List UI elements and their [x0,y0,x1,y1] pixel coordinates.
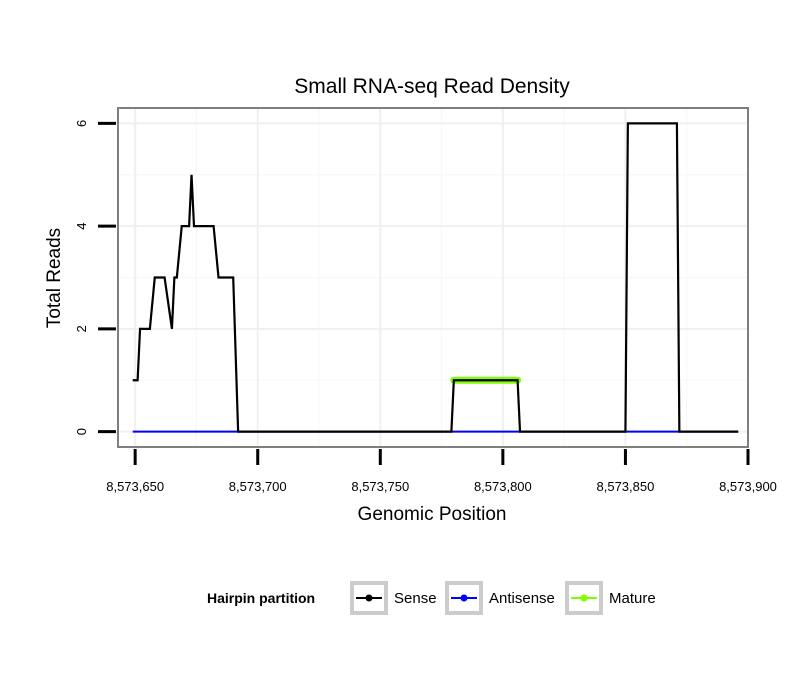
x-tick-label: 8,573,750 [351,479,409,494]
legend-key-dot [365,594,373,602]
plot-panel-border [117,107,749,448]
y-tick-label: 2 [74,325,89,332]
legend-label-sense: Sense [394,590,437,607]
x-tick-label: 8,573,850 [597,479,655,494]
y-tick-label: 6 [74,120,89,127]
legend-label-mature: Mature [609,590,656,607]
y-axis: 0 2 4 6 [74,120,116,435]
legend-key-dot [460,594,468,602]
legend-label-antisense: Antisense [489,590,555,607]
y-tick-label: 0 [74,428,89,435]
x-axis: 8,573,650 8,573,700 8,573,750 8,573,800 8,57… [106,449,777,494]
legend: Hairpin partition Sense Antisense Mature [207,581,656,615]
series-layer [132,122,739,433]
x-tick-label: 8,573,650 [106,479,164,494]
y-axis-title: Total Reads [44,228,65,328]
y-tick-label: 4 [74,223,89,230]
x-tick-label: 8,573,900 [719,479,777,494]
chart-title: Small RNA-seq Read Density [294,75,570,98]
x-axis-title: Genomic Position [358,504,507,525]
legend-title: Hairpin partition [207,590,315,606]
x-tick-label: 8,573,700 [229,479,287,494]
legend-key-dot [580,594,588,602]
x-tick-label: 8,573,800 [474,479,532,494]
series-line-sense [132,122,739,433]
